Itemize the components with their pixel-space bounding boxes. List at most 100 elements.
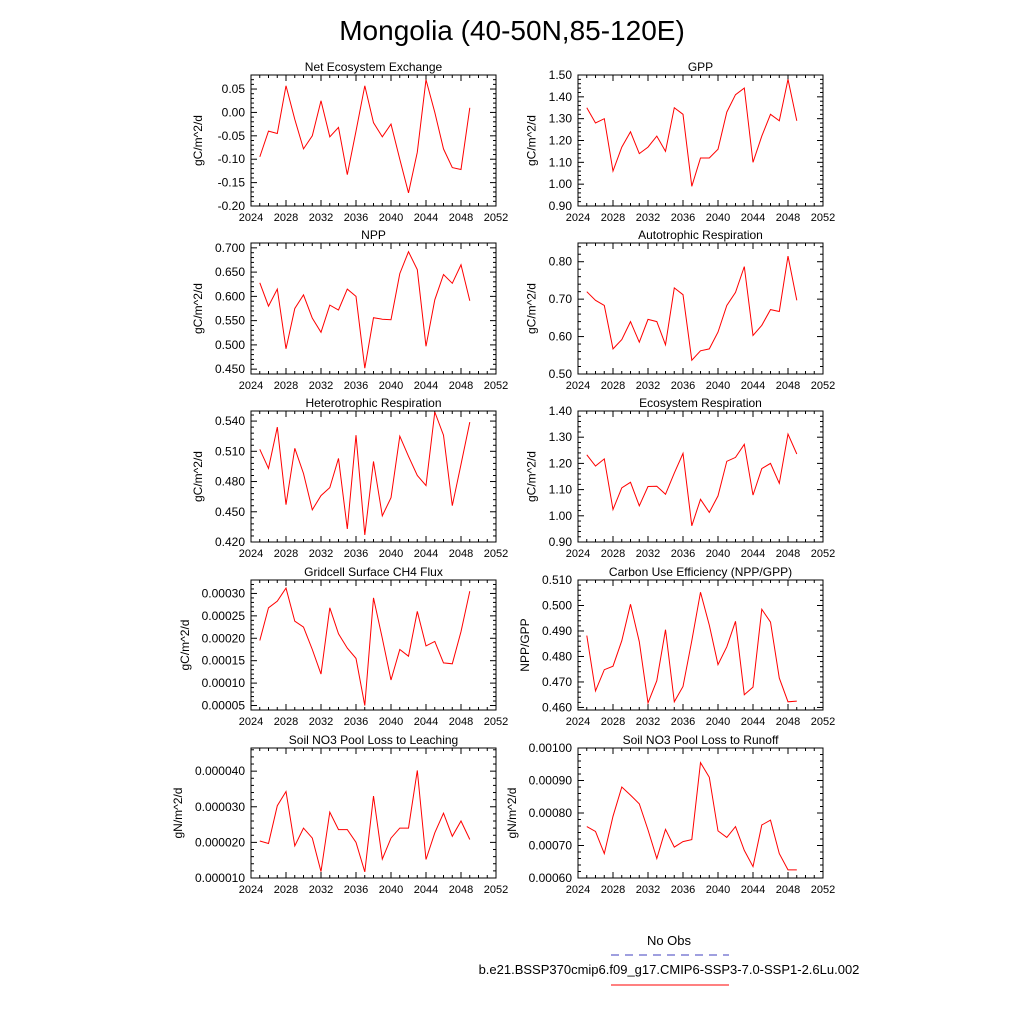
x-tick-label: 2052 [811, 212, 835, 224]
data-point [338, 127, 339, 128]
series-line [586, 592, 797, 705]
data-point [682, 453, 683, 454]
plot-frame [250, 74, 497, 207]
chart-panel-6: Ecosystem Respiration 2024 2028 2032 2036 204… [525, 396, 836, 560]
data-point [621, 487, 622, 488]
data-point [761, 609, 762, 610]
x-tick-label: 2032 [309, 212, 333, 224]
data-point [434, 112, 435, 113]
x-tick-label: 2028 [601, 884, 625, 896]
y-tick-label: 0.00025 [202, 609, 246, 623]
data-point [408, 828, 409, 829]
x-tick-label: 2044 [414, 884, 438, 896]
data-point [452, 283, 453, 284]
data-point [443, 662, 444, 663]
data-point [460, 264, 461, 265]
data-point [787, 433, 788, 434]
data-point [691, 640, 692, 641]
data-point [735, 826, 736, 827]
data-point [390, 679, 391, 680]
y-axis-label: gC/m^2/d [191, 283, 205, 334]
y-tick-label: 0.550 [215, 314, 245, 328]
data-point [460, 631, 461, 632]
data-point [452, 663, 453, 664]
data-point [665, 494, 666, 495]
y-tick-label: 0.80 [549, 255, 573, 269]
panel-title: Soil NO3 Pool Loss to Runoff [623, 733, 780, 747]
x-tick-label: 2036 [344, 884, 368, 896]
x-tick-label: 2032 [309, 716, 333, 728]
y-tick-label: 1.50 [549, 68, 573, 82]
data-point [656, 680, 657, 681]
data-point [674, 472, 675, 473]
x-tick-label: 2040 [706, 548, 730, 560]
x-tick-label: 2052 [811, 716, 835, 728]
data-point [691, 839, 692, 840]
panel-title: Gridcell Surface CH4 Flux [304, 565, 443, 579]
data-point [639, 803, 640, 804]
data-point [752, 162, 753, 163]
data-point [460, 820, 461, 821]
data-point [796, 869, 797, 870]
data-point [373, 461, 374, 462]
data-point [303, 294, 304, 295]
data-point [612, 816, 613, 817]
x-tick-label: 2044 [741, 212, 765, 224]
panel-title: GPP [688, 60, 713, 74]
data-point [621, 786, 622, 787]
data-point [408, 456, 409, 457]
x-tick-label: 2040 [379, 548, 403, 560]
data-point [364, 368, 365, 369]
data-point [779, 311, 780, 312]
data-point [761, 824, 762, 825]
data-point [674, 287, 675, 288]
x-tick-label: 2032 [636, 716, 660, 728]
x-tick-label: 2040 [379, 212, 403, 224]
x-tick-label: 2032 [636, 884, 660, 896]
chart-panel-10: Soil NO3 Pool Loss to Runoff 2024 2028 2032… [505, 733, 835, 896]
x-tick-label: 2028 [601, 212, 625, 224]
data-point [312, 838, 313, 839]
data-point [700, 157, 701, 158]
legend-label-obs: No Obs [647, 933, 692, 948]
data-point [647, 702, 648, 703]
data-point [630, 604, 631, 605]
data-point [355, 296, 356, 297]
y-tick-label: 0.00070 [529, 839, 573, 853]
data-point [639, 342, 640, 343]
data-point [700, 350, 701, 351]
data-point [277, 805, 278, 806]
data-point [329, 607, 330, 608]
data-point [373, 122, 374, 123]
data-point [312, 649, 313, 650]
data-point [268, 843, 269, 844]
plot-frame [577, 747, 824, 879]
data-point [408, 251, 409, 252]
data-point [630, 482, 631, 483]
plot-frame [250, 747, 497, 879]
y-tick-label: 1.20 [549, 134, 573, 148]
data-point [425, 346, 426, 347]
data-point [612, 348, 613, 349]
y-tick-label: 0.480 [542, 649, 572, 663]
data-point [390, 838, 391, 839]
data-point [390, 124, 391, 125]
data-point [469, 107, 470, 108]
data-point [726, 461, 727, 462]
series-line [259, 770, 471, 873]
data-point [355, 435, 356, 436]
data-point [338, 458, 339, 459]
data-point [443, 813, 444, 814]
plot-frame [250, 410, 497, 543]
data-point [595, 690, 596, 691]
y-tick-label: 0.600 [215, 289, 245, 303]
data-point [347, 829, 348, 830]
data-point [779, 483, 780, 484]
chart-panel-7: Gridcell Surface CH4 Flux 2024 2028 2032 203… [178, 565, 508, 728]
series-line [586, 79, 798, 187]
data-point [417, 152, 418, 153]
data-point [294, 448, 295, 449]
x-tick-label: 2040 [379, 380, 403, 392]
data-point [382, 638, 383, 639]
data-point [329, 812, 330, 813]
